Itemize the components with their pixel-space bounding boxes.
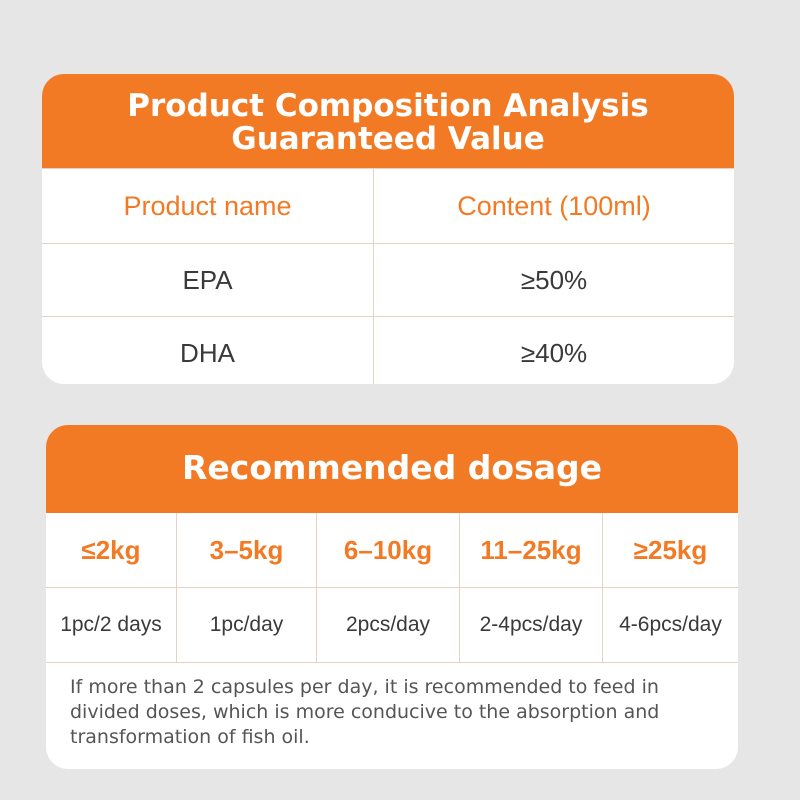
composition-card: Product Composition Analysis Guaranteed … — [42, 74, 734, 384]
dosage-note: If more than 2 capsules per day, it is r… — [70, 676, 660, 748]
dosage-header: Recommended dosage — [46, 425, 738, 513]
weight-cell: ≥25kg — [603, 513, 738, 588]
amount-cell: 4-6pcs/day — [619, 613, 722, 636]
amount-cell: 2pcs/day — [345, 613, 431, 636]
dosage-column: ≤2kg 1pc/2 days — [46, 513, 177, 662]
weight-cell: ≤2kg — [46, 513, 176, 588]
composition-header: Product Composition Analysis Guaranteed … — [42, 74, 734, 168]
dosage-title: Recommended dosage — [182, 448, 602, 487]
dosage-column: 11–25kg 2-4pcs/day — [460, 513, 603, 662]
amount-cell: 1pc/2 days — [60, 613, 162, 636]
dosage-column: ≥25kg 4-6pcs/day — [603, 513, 738, 662]
weight-cell: 3–5kg — [177, 513, 316, 588]
composition-header-row: Product name Content (100ml) — [42, 168, 734, 243]
dosage-column: 6–10kg 2pcs/day — [317, 513, 460, 662]
product-name-cell: DHA — [42, 317, 374, 384]
composition-title-line2: Guaranteed Value — [231, 121, 545, 157]
column-header-product-name: Product name — [42, 169, 374, 243]
content-cell: ≥40% — [520, 337, 588, 368]
table-row: DHA ≥40% — [42, 316, 734, 384]
product-name-cell: EPA — [42, 244, 374, 316]
amount-cell: 1pc/day — [209, 613, 284, 636]
table-row: EPA ≥50% — [42, 243, 734, 316]
column-header-content: Content (100ml) — [457, 190, 651, 221]
weight-cell: 11–25kg — [460, 513, 602, 588]
dosage-table: ≤2kg 1pc/2 days 3–5kg 1pc/day 6–10kg 2pc… — [46, 513, 738, 663]
dosage-column: 3–5kg 1pc/day — [177, 513, 317, 662]
amount-cell: 2-4pcs/day — [479, 613, 583, 636]
dosage-card: Recommended dosage ≤2kg 1pc/2 days 3–5kg… — [46, 425, 738, 769]
content-cell: ≥50% — [520, 264, 588, 295]
composition-title-line1: Product Composition Analysis — [127, 88, 649, 124]
weight-cell: 6–10kg — [317, 513, 459, 588]
